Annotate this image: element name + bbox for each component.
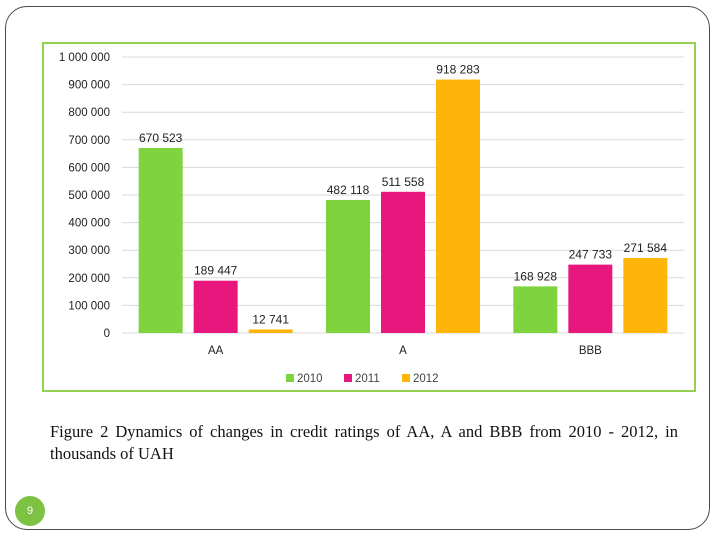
x-tick-label: AA: [208, 345, 224, 357]
bar-a-2012: [436, 79, 480, 333]
bar-bbb-2012: [623, 258, 668, 333]
data-label: 12 741: [252, 312, 289, 326]
y-tick-label: 200 000: [68, 273, 110, 285]
y-tick-label: 1 000 000: [59, 52, 110, 64]
page-number: 9: [26, 505, 34, 517]
legend-label: 2010: [297, 373, 323, 385]
bar-bbb-2011: [568, 264, 613, 333]
bar-a-2011: [381, 191, 425, 333]
y-tick-label: 500 000: [68, 190, 110, 202]
data-label: 168 928: [514, 269, 558, 283]
legend-swatch-2011: [344, 374, 352, 382]
data-label: 189 447: [194, 264, 238, 278]
x-tick-label: BBB: [579, 345, 602, 357]
legend-label: 2012: [413, 373, 439, 385]
y-tick-label: 900 000: [68, 80, 110, 92]
y-tick-label: 0: [104, 328, 110, 340]
chart-container: 0 100 000 200 000 300 000 400 000 500 000 600 …: [42, 42, 696, 392]
data-label: 511 558: [382, 175, 425, 189]
bar-bbb-2010: [513, 286, 558, 333]
data-label: 670 523: [139, 131, 183, 145]
bar-aa-2012: [248, 329, 293, 333]
legend-label: 2011: [355, 373, 380, 385]
data-label: 918 283: [436, 63, 480, 77]
figure-caption: Figure 2 Dynamics of changes in credit r…: [50, 422, 678, 463]
bar-chart: 0 100 000 200 000 300 000 400 000 500 000 600 …: [59, 52, 684, 385]
y-tick-label: 700 000: [68, 135, 110, 147]
bar-aa-2010: [138, 147, 183, 333]
y-tick-label: 600 000: [68, 162, 110, 174]
y-tick-label: 400 000: [68, 218, 110, 230]
x-tick-label: A: [399, 345, 407, 357]
data-label: 247 733: [569, 248, 613, 262]
legend-swatch-2010: [286, 374, 294, 382]
y-tick-label: 300 000: [68, 245, 110, 257]
bar-a-2010: [326, 199, 370, 333]
data-label: 271 584: [624, 241, 668, 255]
y-tick-label: 800 000: [68, 107, 110, 119]
y-tick-label: 100 000: [68, 300, 110, 312]
page-number-badge: 9: [15, 496, 45, 526]
data-label: 482 118: [327, 183, 370, 197]
legend-swatch-2012: [402, 374, 410, 382]
bar-aa-2011: [193, 280, 238, 333]
